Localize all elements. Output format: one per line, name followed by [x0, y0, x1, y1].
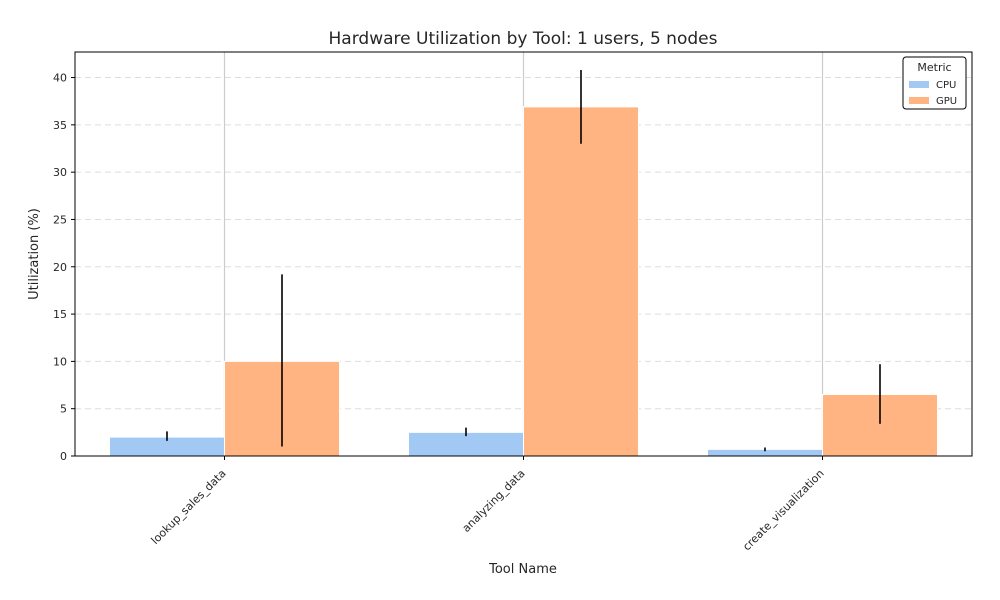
y-tick-label: 25 [53, 213, 67, 226]
legend-swatch-gpu [909, 97, 929, 104]
y-tick-label: 40 [53, 72, 67, 85]
x-axis-ticks: lookup_sales_data analyzing_data create_vi… [148, 456, 827, 553]
legend-swatch-cpu [909, 81, 929, 88]
y-tick-label: 0 [60, 450, 67, 463]
legend: Metric CPU GPU [902, 56, 967, 110]
bars [109, 106, 938, 457]
legend-label-gpu: GPU [936, 96, 957, 107]
x-tick-label: lookup_sales_data [148, 467, 228, 547]
chart-title: Hardware Utilization by Tool: 1 users, 5… [329, 29, 718, 49]
error-bars [166, 69, 881, 452]
legend-label-cpu: CPU [936, 80, 956, 91]
y-tick-label: 20 [53, 261, 67, 274]
x-tick-label: create_visualization [740, 467, 826, 553]
y-axis-ticks: 0 5 10 15 20 25 30 35 40 [53, 72, 75, 463]
x-tick-label: analyzing_data [460, 467, 528, 535]
legend-title: Metric [917, 61, 951, 74]
x-axis-label: Tool Name [488, 562, 557, 577]
y-tick-label: 10 [53, 355, 67, 368]
y-tick-label: 5 [60, 403, 67, 416]
legend-box [902, 56, 967, 110]
y-tick-label: 35 [53, 119, 67, 132]
y-tick-label: 15 [53, 308, 67, 321]
y-tick-label: 30 [53, 166, 67, 179]
y-axis-label: Utilization (%) [27, 208, 42, 300]
bar-gpu-analyzing_data [523, 106, 639, 457]
